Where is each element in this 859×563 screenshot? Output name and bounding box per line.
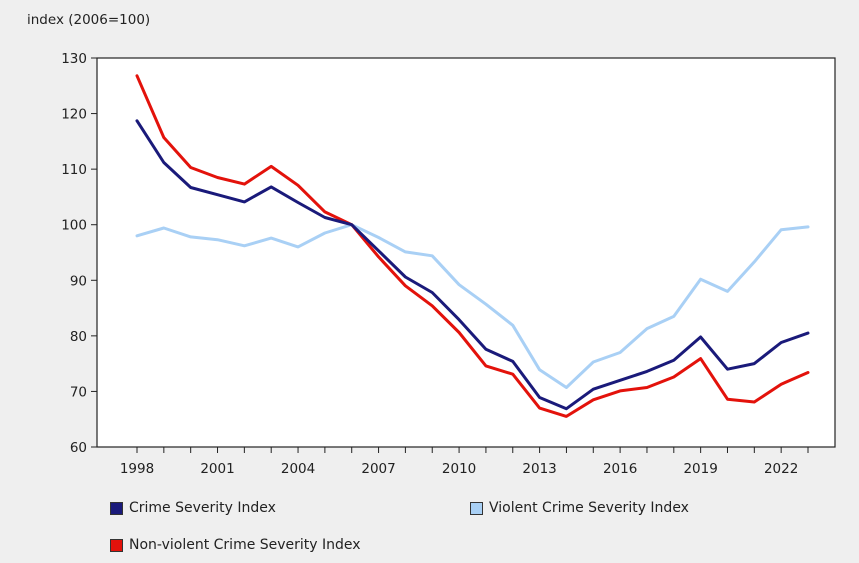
legend-label-non-violent-crime-severity: Non-violent Crime Severity Index — [129, 537, 361, 553]
x-tick-label-2001: 2001 — [200, 461, 234, 477]
x-tick-label-2016: 2016 — [603, 461, 637, 477]
plot-area — [96, 57, 836, 448]
legend-item-non-violent-crime-severity: Non-violent Crime Severity Index — [110, 537, 361, 553]
x-tick-label-1998: 1998 — [120, 461, 154, 477]
series-line-crime-severity-index — [135, 119, 810, 411]
legend-swatch-violent-crime-severity — [470, 501, 483, 515]
y-tick-label-110: 110 — [61, 162, 87, 178]
series-line-violent-crime-severity-index — [135, 223, 810, 389]
legend-label-violent-crime-severity: Violent Crime Severity Index — [489, 500, 689, 516]
y-tick-label-60: 60 — [70, 440, 87, 456]
y-tick-label-70: 70 — [70, 384, 87, 400]
x-tick-label-2022: 2022 — [764, 461, 798, 477]
y-tick-label-80: 80 — [70, 329, 87, 345]
y-axis-title: index (2006=100) — [27, 12, 151, 28]
x-tick-label-2004: 2004 — [281, 461, 315, 477]
y-tick-label-130: 130 — [61, 51, 87, 67]
axes: 60 70 80 90 100 110 120 130 1998 2001 2004 2007 2010… — [61, 51, 836, 477]
y-tick-label-120: 120 — [61, 107, 87, 123]
y-tick-label-100: 100 — [61, 218, 87, 234]
series-lines — [135, 74, 810, 418]
x-tick-label-2019: 2019 — [683, 461, 717, 477]
series-line-non-violent-crime-severity-index — [135, 74, 810, 418]
x-tick-label-2007: 2007 — [361, 461, 395, 477]
legend-item-violent-crime-severity: Violent Crime Severity Index — [470, 500, 689, 516]
y-tick-label-90: 90 — [70, 273, 87, 289]
legend-swatch-crime-severity — [110, 501, 123, 515]
legend-label-crime-severity: Crime Severity Index — [129, 500, 276, 516]
x-tick-label-2010: 2010 — [442, 461, 476, 477]
x-tick-label-2013: 2013 — [522, 461, 556, 477]
legend-item-crime-severity: Crime Severity Index — [110, 500, 276, 516]
legend-swatch-non-violent-crime-severity — [110, 538, 123, 552]
